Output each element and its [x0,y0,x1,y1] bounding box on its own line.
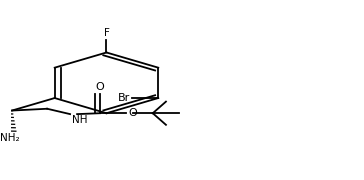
Text: F: F [103,28,110,38]
Text: Br: Br [118,93,130,103]
Text: O: O [96,82,104,92]
Text: O: O [128,108,137,118]
Text: NH: NH [72,115,87,125]
Text: NH₂: NH₂ [0,132,20,143]
